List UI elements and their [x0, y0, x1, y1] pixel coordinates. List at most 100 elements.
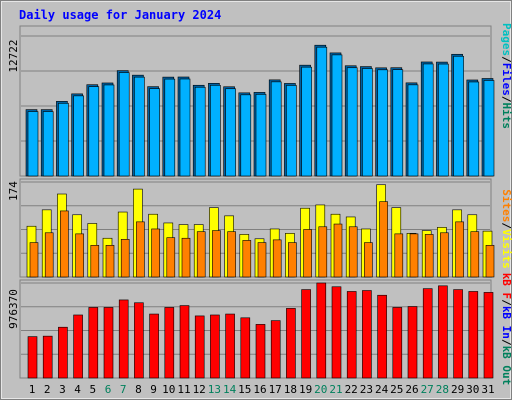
kb-bar — [331, 286, 342, 379]
kb-bar — [316, 282, 327, 379]
kb-bar — [270, 320, 281, 379]
sites-bar — [318, 226, 328, 278]
sites-bar — [136, 221, 145, 278]
files-bar — [346, 67, 358, 177]
files-bar — [407, 84, 419, 177]
kb-bar — [346, 291, 357, 379]
kb-bar — [240, 317, 251, 379]
x-axis-label: 5 — [89, 383, 96, 396]
hits-bars — [25, 44, 495, 177]
kb-bar — [362, 290, 372, 379]
files-bar — [240, 94, 252, 177]
files-bar — [331, 54, 343, 177]
x-axis-label: 21 — [329, 383, 342, 396]
files-bar — [316, 46, 328, 177]
axis-title-hits: Hits — [500, 103, 512, 130]
sites-bar — [440, 232, 449, 278]
files-bar — [118, 72, 130, 177]
x-axis-label: 2 — [44, 383, 51, 396]
files-bar — [73, 95, 84, 177]
kb-bar — [438, 285, 448, 379]
x-axis-label: 4 — [74, 383, 81, 396]
sites-bar — [105, 245, 115, 278]
files-bar — [483, 80, 495, 177]
sites-bar — [470, 231, 480, 278]
x-axis-label: 8 — [135, 383, 142, 396]
kb-bar — [118, 299, 129, 379]
sites-bar — [120, 239, 130, 278]
files-bar — [58, 103, 69, 177]
sites-bar — [409, 233, 419, 278]
axis-title-pages: Pages — [500, 23, 512, 56]
x-axis-label: 26 — [405, 383, 418, 396]
kb-bar — [483, 292, 494, 379]
x-axis-label: 17 — [269, 383, 282, 396]
sites-bar — [166, 237, 176, 278]
x-axis-label: 1 — [29, 383, 36, 396]
sites-bar — [364, 242, 373, 278]
sites-bar — [60, 210, 69, 278]
x-axis-label: 24 — [375, 383, 389, 396]
kb-bar — [210, 314, 220, 379]
axis-title-kbf: kB F — [500, 273, 512, 300]
axis-title-kbin: kB In — [500, 306, 512, 339]
kb-bar — [286, 308, 296, 379]
files-bar — [362, 68, 373, 177]
kb-bar — [225, 313, 235, 379]
kb-ymax-label: 976370 — [7, 289, 20, 329]
kb-bar — [422, 288, 433, 379]
files-bar — [377, 69, 388, 177]
kb-bar — [377, 294, 387, 379]
visits-ymax-label: 174 — [7, 181, 20, 201]
axis-sep: / — [500, 56, 512, 63]
kb-bar — [468, 291, 479, 379]
files-bar — [453, 55, 464, 177]
axis-sep: / — [500, 299, 512, 306]
hits-axis-title: Pages/Files/Hits — [500, 23, 512, 129]
files-bar — [422, 63, 434, 177]
files-bar — [301, 66, 312, 177]
kb-bars — [27, 282, 494, 379]
x-axis-label: 6 — [105, 383, 112, 396]
files-bar — [255, 94, 267, 177]
sites-bar — [151, 228, 160, 278]
kb-bar — [27, 336, 38, 379]
kb-bar — [58, 326, 68, 379]
files-bar — [179, 78, 191, 177]
sites-bar — [303, 229, 312, 278]
axis-title-visits: Visits — [500, 229, 512, 269]
kb-bar — [255, 324, 266, 379]
sites-bar — [242, 240, 252, 278]
x-axis-label: 20 — [314, 383, 327, 396]
sites-bar — [424, 234, 434, 278]
sites-bar — [181, 237, 191, 278]
kb-bar — [453, 289, 463, 379]
files-bar — [164, 78, 176, 177]
x-axis-label: 30 — [466, 383, 479, 396]
axis-title-kbout: kB Out — [500, 346, 512, 386]
sites-bar — [455, 221, 464, 278]
kb-bar — [179, 305, 190, 379]
x-axis-label: 11 — [177, 383, 190, 396]
x-axis-labels: 1 2 3 4 5 6 7 8 9 10 11 12 13 14 15 16 17 18 19 20 21 22 23 24 2… — [29, 383, 495, 396]
files-bar — [149, 88, 160, 177]
files-bar — [134, 76, 145, 177]
axis-title-files: Files — [500, 63, 512, 96]
kb-bar — [407, 306, 418, 379]
x-axis-label: 9 — [150, 383, 157, 396]
x-axis-label: 18 — [284, 383, 297, 396]
kb-bar — [301, 289, 311, 379]
files-bar — [88, 86, 100, 177]
kb-bar — [164, 307, 175, 379]
sites-bar — [29, 242, 39, 278]
sites-bar — [75, 233, 84, 278]
sites-bar — [394, 233, 404, 278]
x-axis-label: 22 — [345, 383, 358, 396]
axis-title-sites: Sites — [500, 189, 512, 222]
kb-bar — [134, 302, 144, 379]
sites-bar — [379, 201, 388, 278]
files-bar — [225, 88, 236, 177]
x-axis-label: 14 — [223, 383, 237, 396]
